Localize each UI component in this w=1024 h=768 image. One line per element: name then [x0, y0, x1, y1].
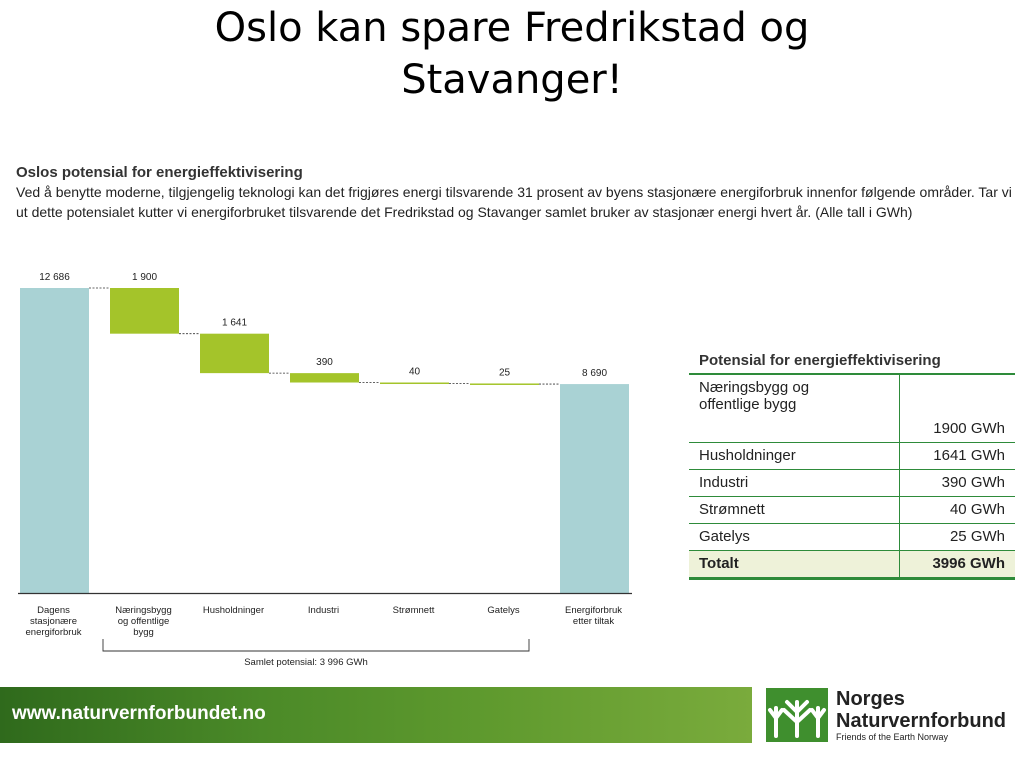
- organization-logo: Norges Naturvernforbund Friends of the E…: [766, 688, 1016, 744]
- table-row: Næringsbygg og offentlige bygg 1900 GWh: [689, 375, 1015, 443]
- logo-name: Norges Naturvernforbund: [836, 688, 1006, 732]
- bar-value-label: 8 690: [582, 368, 607, 379]
- table-row-value: 1900 GWh: [899, 375, 1015, 443]
- waterfall-bar: [110, 288, 179, 334]
- logo-mark-icon: [766, 688, 828, 742]
- category-label: Dagens stasjonære energiforbruk: [26, 605, 82, 638]
- table-title: Potensial for energieffektivisering: [689, 352, 1015, 375]
- table-row-label: Strømnett: [689, 496, 900, 524]
- table-row-label-line2: offentlige bygg: [699, 396, 797, 413]
- category-label: Industri: [308, 605, 339, 616]
- waterfall-bar: [470, 383, 539, 385]
- table-row: Gatelys 25 GWh: [689, 523, 1015, 551]
- bar-value-label: 1 900: [132, 272, 157, 283]
- slide-title-line2: Stavanger!: [401, 57, 623, 103]
- logo-tagline: Friends of the Earth Norway: [836, 732, 949, 742]
- waterfall-bar: [200, 333, 269, 374]
- table-row-label: Næringsbygg og offentlige bygg: [689, 375, 900, 443]
- table-row-label: Gatelys: [689, 523, 900, 551]
- bar-value-label: 12 686: [39, 272, 70, 283]
- category-label: Strømnett: [393, 605, 435, 616]
- category-label: Energiforbruk etter tiltak: [565, 605, 622, 627]
- bar-value-label: 25: [499, 367, 511, 378]
- table-total-row: Totalt 3996 GWh: [689, 550, 1015, 580]
- waterfall-bar: [380, 382, 449, 385]
- table-row-value: 1641 GWh: [899, 442, 1015, 470]
- waterfall-bar: [290, 373, 359, 383]
- category-label: Næringsbygg og offentlige bygg: [115, 605, 172, 638]
- table-row-label: Husholdninger: [689, 442, 900, 470]
- table-row-label: Industri: [689, 469, 900, 497]
- table-total-value: 3996 GWh: [899, 550, 1015, 580]
- waterfall-bar: [560, 384, 629, 593]
- logo-name-line1: Norges: [836, 688, 905, 710]
- slide-title-line1: Oslo kan spare Fredrikstad og: [214, 5, 810, 51]
- category-label: Gatelys: [487, 605, 519, 616]
- table-row: Industri 390 GWh: [689, 469, 1015, 497]
- table-row: Strømnett 40 GWh: [689, 496, 1015, 524]
- potential-table-grid: Næringsbygg og offentlige bygg 1900 GWh …: [689, 375, 1015, 580]
- table-row-value: 25 GWh: [899, 523, 1015, 551]
- footer-url-link[interactable]: www.naturvernforbundet.no: [12, 703, 266, 724]
- logo-name-line2: Naturvernforbund: [836, 710, 1006, 732]
- bracket-label: Samlet potensial: 3 996 GWh: [244, 657, 368, 668]
- waterfall-chart: 12 686 1 900 1 641 390 40 25 8 690 Dagens stasjo…: [18, 272, 632, 668]
- table-total-label: Totalt: [689, 550, 900, 580]
- footer-banner: www.naturvernforbundet.no: [0, 687, 752, 743]
- table-row-label-line1: Næringsbygg og: [699, 379, 810, 396]
- table-row: Husholdninger 1641 GWh: [689, 442, 1015, 470]
- category-label: Husholdninger: [203, 605, 264, 616]
- slide-title: Oslo kan spare Fredrikstad og Stavanger!: [0, 2, 1024, 106]
- table-row-value: 40 GWh: [899, 496, 1015, 524]
- table-row-value: 390 GWh: [899, 469, 1015, 497]
- chart-heading: Oslos potensial for energieffektiviserin…: [16, 164, 303, 181]
- chart-intro: Ved å benytte moderne, tilgjengelig tekn…: [16, 184, 1012, 220]
- bar-value-label: 40: [409, 367, 421, 378]
- potential-bracket: [102, 639, 530, 652]
- bar-value-label: 1 641: [222, 318, 247, 329]
- bar-value-label: 390: [316, 357, 333, 368]
- waterfall-bar: [20, 288, 89, 593]
- potential-table: Potensial for energieffektivisering Næri…: [689, 352, 1015, 580]
